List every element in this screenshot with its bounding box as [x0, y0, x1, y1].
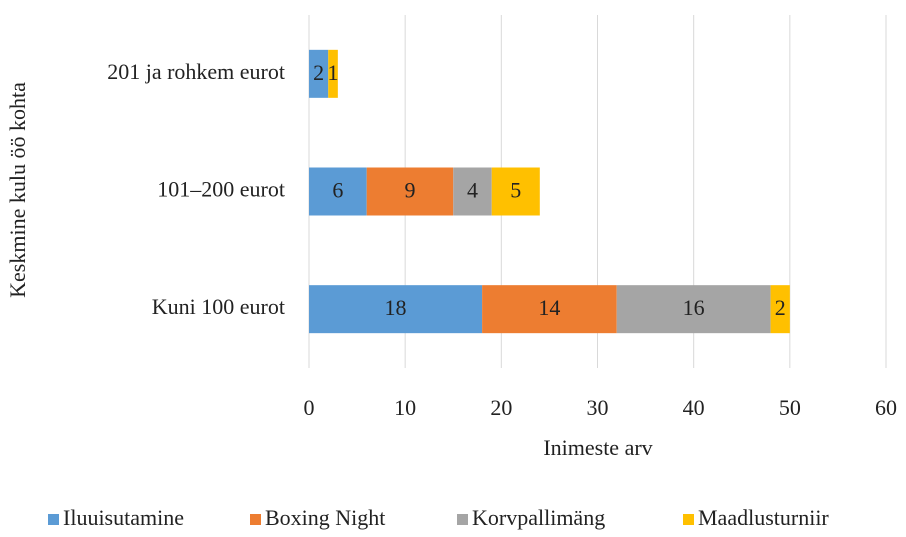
- x-tick-label: 10: [394, 395, 416, 420]
- x-tick-label: 50: [779, 395, 801, 420]
- x-tick-label: 0: [304, 395, 315, 420]
- bar-segment: [366, 167, 454, 216]
- x-axis-label: Inimeste arv: [543, 435, 652, 460]
- legend-label: Iluuisutamine: [63, 505, 184, 530]
- x-tick-label: 30: [587, 395, 609, 420]
- legend-swatch: [48, 514, 59, 525]
- legend-swatch: [683, 514, 694, 525]
- data-label: 14: [538, 295, 560, 320]
- bar-segment: [453, 167, 492, 216]
- bar-segment: [328, 49, 338, 98]
- x-tick-label: 20: [490, 395, 512, 420]
- data-label: 2: [313, 60, 324, 85]
- y-tick-label: 101–200 eurot: [157, 177, 285, 202]
- legend-label: Maadlusturniir: [698, 505, 829, 530]
- data-label: 18: [385, 295, 407, 320]
- data-label: 1: [328, 60, 339, 85]
- data-label: 9: [404, 178, 415, 203]
- bar-segment: [309, 49, 329, 98]
- data-label: 6: [332, 178, 343, 203]
- legend-swatch: [457, 514, 468, 525]
- legend-label: Korvpallimäng: [472, 505, 605, 530]
- bar-segment: [616, 285, 771, 334]
- x-tick-label: 40: [683, 395, 705, 420]
- data-label: 2: [775, 295, 786, 320]
- y-tick-label: 201 ja rohkem eurot: [107, 59, 285, 84]
- legend-label: Boxing Night: [265, 505, 385, 530]
- data-label: 4: [467, 178, 478, 203]
- x-tick-label: 60: [875, 395, 897, 420]
- bar-segment: [309, 285, 483, 334]
- bar-segment: [770, 285, 790, 334]
- data-label: 5: [510, 178, 521, 203]
- y-tick-label: Kuni 100 eurot: [152, 294, 285, 319]
- bar-segment: [482, 285, 617, 334]
- data-label: 16: [683, 295, 705, 320]
- bar-segment: [491, 167, 540, 216]
- y-axis-label: Keskmine kulu öö kohta: [5, 82, 30, 298]
- bar-segment: [309, 167, 367, 216]
- legend-swatch: [250, 514, 261, 525]
